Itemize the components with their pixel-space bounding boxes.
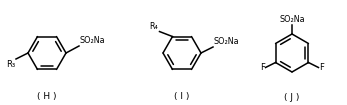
Text: F: F — [260, 63, 264, 72]
Text: ( J ): ( J ) — [284, 93, 300, 102]
Text: F: F — [320, 63, 324, 72]
Text: ( I ): ( I ) — [174, 93, 190, 102]
Text: SO₂Na: SO₂Na — [80, 36, 105, 45]
Text: SO₂Na: SO₂Na — [279, 15, 305, 24]
Text: R₄: R₄ — [150, 22, 159, 31]
Text: ( H ): ( H ) — [37, 93, 57, 102]
Text: SO₂Na: SO₂Na — [214, 37, 240, 46]
Text: R₃: R₃ — [6, 60, 15, 69]
